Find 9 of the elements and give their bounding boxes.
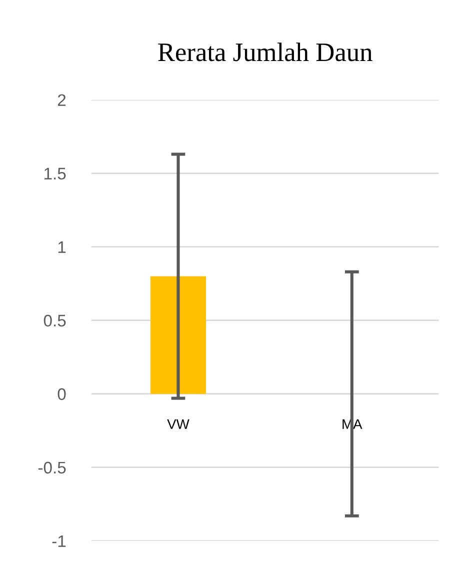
y-tick-label: 0.5: [44, 314, 66, 327]
y-tick-label: 1: [58, 241, 66, 253]
y-tick-label: 1.5: [44, 168, 66, 180]
x-tick-label: VW: [167, 419, 190, 429]
y-tick-label: 2: [58, 94, 66, 106]
y-tick-label: 0: [58, 388, 66, 400]
y-tick-label: -0.5: [38, 462, 66, 474]
chart-title: Rerata Jumlah Daun: [158, 42, 372, 62]
y-tick-label: -1: [52, 535, 66, 547]
